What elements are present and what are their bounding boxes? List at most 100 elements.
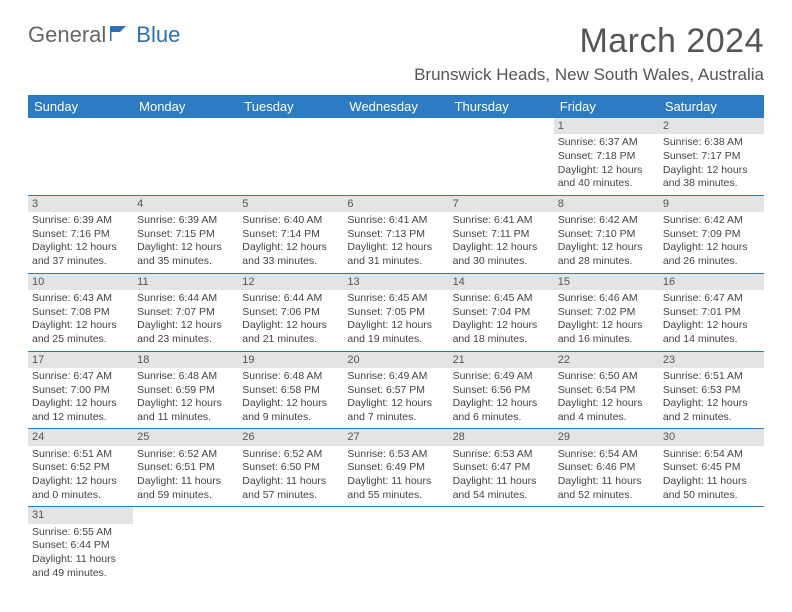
- daylight-text: Daylight: 12 hours: [558, 397, 655, 411]
- daylight-text: and 33 minutes.: [242, 255, 339, 269]
- day-number: 15: [554, 274, 659, 290]
- daylight-text: and 28 minutes.: [558, 255, 655, 269]
- sunrise-text: Sunrise: 6:53 AM: [453, 448, 550, 462]
- day-number: 26: [238, 429, 343, 445]
- weekday-header-row: Sunday Monday Tuesday Wednesday Thursday…: [28, 95, 764, 118]
- calendar-day-cell: 17Sunrise: 6:47 AMSunset: 7:00 PMDayligh…: [28, 351, 133, 429]
- day-number: 13: [343, 274, 448, 290]
- calendar-day-cell: [238, 118, 343, 195]
- sunrise-text: Sunrise: 6:48 AM: [137, 370, 234, 384]
- daylight-text: and 38 minutes.: [663, 177, 760, 191]
- daylight-text: and 23 minutes.: [137, 333, 234, 347]
- daylight-text: Daylight: 12 hours: [137, 397, 234, 411]
- header: General Blue March 2024 Brunswick Heads,…: [28, 22, 764, 85]
- calendar-day-cell: 8Sunrise: 6:42 AMSunset: 7:10 PMDaylight…: [554, 195, 659, 273]
- daylight-text: Daylight: 12 hours: [137, 319, 234, 333]
- daylight-text: Daylight: 12 hours: [32, 397, 129, 411]
- daylight-text: Daylight: 12 hours: [663, 319, 760, 333]
- sunrise-text: Sunrise: 6:54 AM: [663, 448, 760, 462]
- sunset-text: Sunset: 7:00 PM: [32, 384, 129, 398]
- day-number: 31: [28, 507, 133, 523]
- daylight-text: Daylight: 12 hours: [32, 319, 129, 333]
- calendar-day-cell: 18Sunrise: 6:48 AMSunset: 6:59 PMDayligh…: [133, 351, 238, 429]
- calendar-table: Sunday Monday Tuesday Wednesday Thursday…: [28, 95, 764, 584]
- sunset-text: Sunset: 7:15 PM: [137, 228, 234, 242]
- calendar-day-cell: 11Sunrise: 6:44 AMSunset: 7:07 PMDayligh…: [133, 273, 238, 351]
- month-title: March 2024: [414, 22, 764, 61]
- calendar-day-cell: 12Sunrise: 6:44 AMSunset: 7:06 PMDayligh…: [238, 273, 343, 351]
- daylight-text: Daylight: 12 hours: [558, 241, 655, 255]
- sunrise-text: Sunrise: 6:49 AM: [347, 370, 444, 384]
- daylight-text: and 11 minutes.: [137, 411, 234, 425]
- calendar-day-cell: [449, 118, 554, 195]
- day-number: 19: [238, 352, 343, 368]
- daylight-text: Daylight: 11 hours: [242, 475, 339, 489]
- sunrise-text: Sunrise: 6:45 AM: [453, 292, 550, 306]
- weekday-header: Tuesday: [238, 95, 343, 118]
- day-number: 28: [449, 429, 554, 445]
- day-number: 1: [554, 118, 659, 134]
- sunset-text: Sunset: 7:09 PM: [663, 228, 760, 242]
- day-number: 29: [554, 429, 659, 445]
- sunrise-text: Sunrise: 6:38 AM: [663, 136, 760, 150]
- day-number: 12: [238, 274, 343, 290]
- sunrise-text: Sunrise: 6:52 AM: [137, 448, 234, 462]
- daylight-text: Daylight: 12 hours: [32, 475, 129, 489]
- daylight-text: and 54 minutes.: [453, 489, 550, 503]
- daylight-text: and 35 minutes.: [137, 255, 234, 269]
- sunrise-text: Sunrise: 6:47 AM: [663, 292, 760, 306]
- sunset-text: Sunset: 6:56 PM: [453, 384, 550, 398]
- calendar-day-cell: 20Sunrise: 6:49 AMSunset: 6:57 PMDayligh…: [343, 351, 448, 429]
- sunset-text: Sunset: 6:47 PM: [453, 461, 550, 475]
- sunset-text: Sunset: 7:04 PM: [453, 306, 550, 320]
- day-number: 16: [659, 274, 764, 290]
- sunrise-text: Sunrise: 6:54 AM: [558, 448, 655, 462]
- sunrise-text: Sunrise: 6:43 AM: [32, 292, 129, 306]
- calendar-day-cell: 5Sunrise: 6:40 AMSunset: 7:14 PMDaylight…: [238, 195, 343, 273]
- location: Brunswick Heads, New South Wales, Austra…: [414, 65, 764, 85]
- calendar-day-cell: [28, 118, 133, 195]
- daylight-text: and 59 minutes.: [137, 489, 234, 503]
- daylight-text: Daylight: 12 hours: [347, 319, 444, 333]
- day-number: 9: [659, 196, 764, 212]
- calendar-day-cell: 16Sunrise: 6:47 AMSunset: 7:01 PMDayligh…: [659, 273, 764, 351]
- daylight-text: and 37 minutes.: [32, 255, 129, 269]
- day-number: 23: [659, 352, 764, 368]
- calendar-day-cell: [449, 507, 554, 584]
- day-number: 11: [133, 274, 238, 290]
- calendar-day-cell: [238, 507, 343, 584]
- daylight-text: and 14 minutes.: [663, 333, 760, 347]
- calendar-day-cell: 31Sunrise: 6:55 AMSunset: 6:44 PMDayligh…: [28, 507, 133, 584]
- flag-icon: [110, 22, 132, 48]
- daylight-text: and 26 minutes.: [663, 255, 760, 269]
- daylight-text: and 52 minutes.: [558, 489, 655, 503]
- sunrise-text: Sunrise: 6:39 AM: [137, 214, 234, 228]
- daylight-text: and 31 minutes.: [347, 255, 444, 269]
- sunrise-text: Sunrise: 6:46 AM: [558, 292, 655, 306]
- sunset-text: Sunset: 6:46 PM: [558, 461, 655, 475]
- day-number: 4: [133, 196, 238, 212]
- daylight-text: and 0 minutes.: [32, 489, 129, 503]
- calendar-day-cell: 14Sunrise: 6:45 AMSunset: 7:04 PMDayligh…: [449, 273, 554, 351]
- calendar-week-row: 10Sunrise: 6:43 AMSunset: 7:08 PMDayligh…: [28, 273, 764, 351]
- weekday-header: Saturday: [659, 95, 764, 118]
- daylight-text: and 12 minutes.: [32, 411, 129, 425]
- calendar-day-cell: 29Sunrise: 6:54 AMSunset: 6:46 PMDayligh…: [554, 429, 659, 507]
- sunrise-text: Sunrise: 6:50 AM: [558, 370, 655, 384]
- daylight-text: Daylight: 12 hours: [32, 241, 129, 255]
- sunset-text: Sunset: 7:17 PM: [663, 150, 760, 164]
- daylight-text: Daylight: 12 hours: [137, 241, 234, 255]
- sunrise-text: Sunrise: 6:48 AM: [242, 370, 339, 384]
- calendar-day-cell: 19Sunrise: 6:48 AMSunset: 6:58 PMDayligh…: [238, 351, 343, 429]
- daylight-text: and 21 minutes.: [242, 333, 339, 347]
- sunrise-text: Sunrise: 6:44 AM: [242, 292, 339, 306]
- sunrise-text: Sunrise: 6:42 AM: [663, 214, 760, 228]
- day-number: 24: [28, 429, 133, 445]
- calendar-day-cell: 10Sunrise: 6:43 AMSunset: 7:08 PMDayligh…: [28, 273, 133, 351]
- daylight-text: Daylight: 12 hours: [453, 241, 550, 255]
- day-number: 3: [28, 196, 133, 212]
- sunrise-text: Sunrise: 6:40 AM: [242, 214, 339, 228]
- daylight-text: and 50 minutes.: [663, 489, 760, 503]
- calendar-day-cell: 15Sunrise: 6:46 AMSunset: 7:02 PMDayligh…: [554, 273, 659, 351]
- daylight-text: and 19 minutes.: [347, 333, 444, 347]
